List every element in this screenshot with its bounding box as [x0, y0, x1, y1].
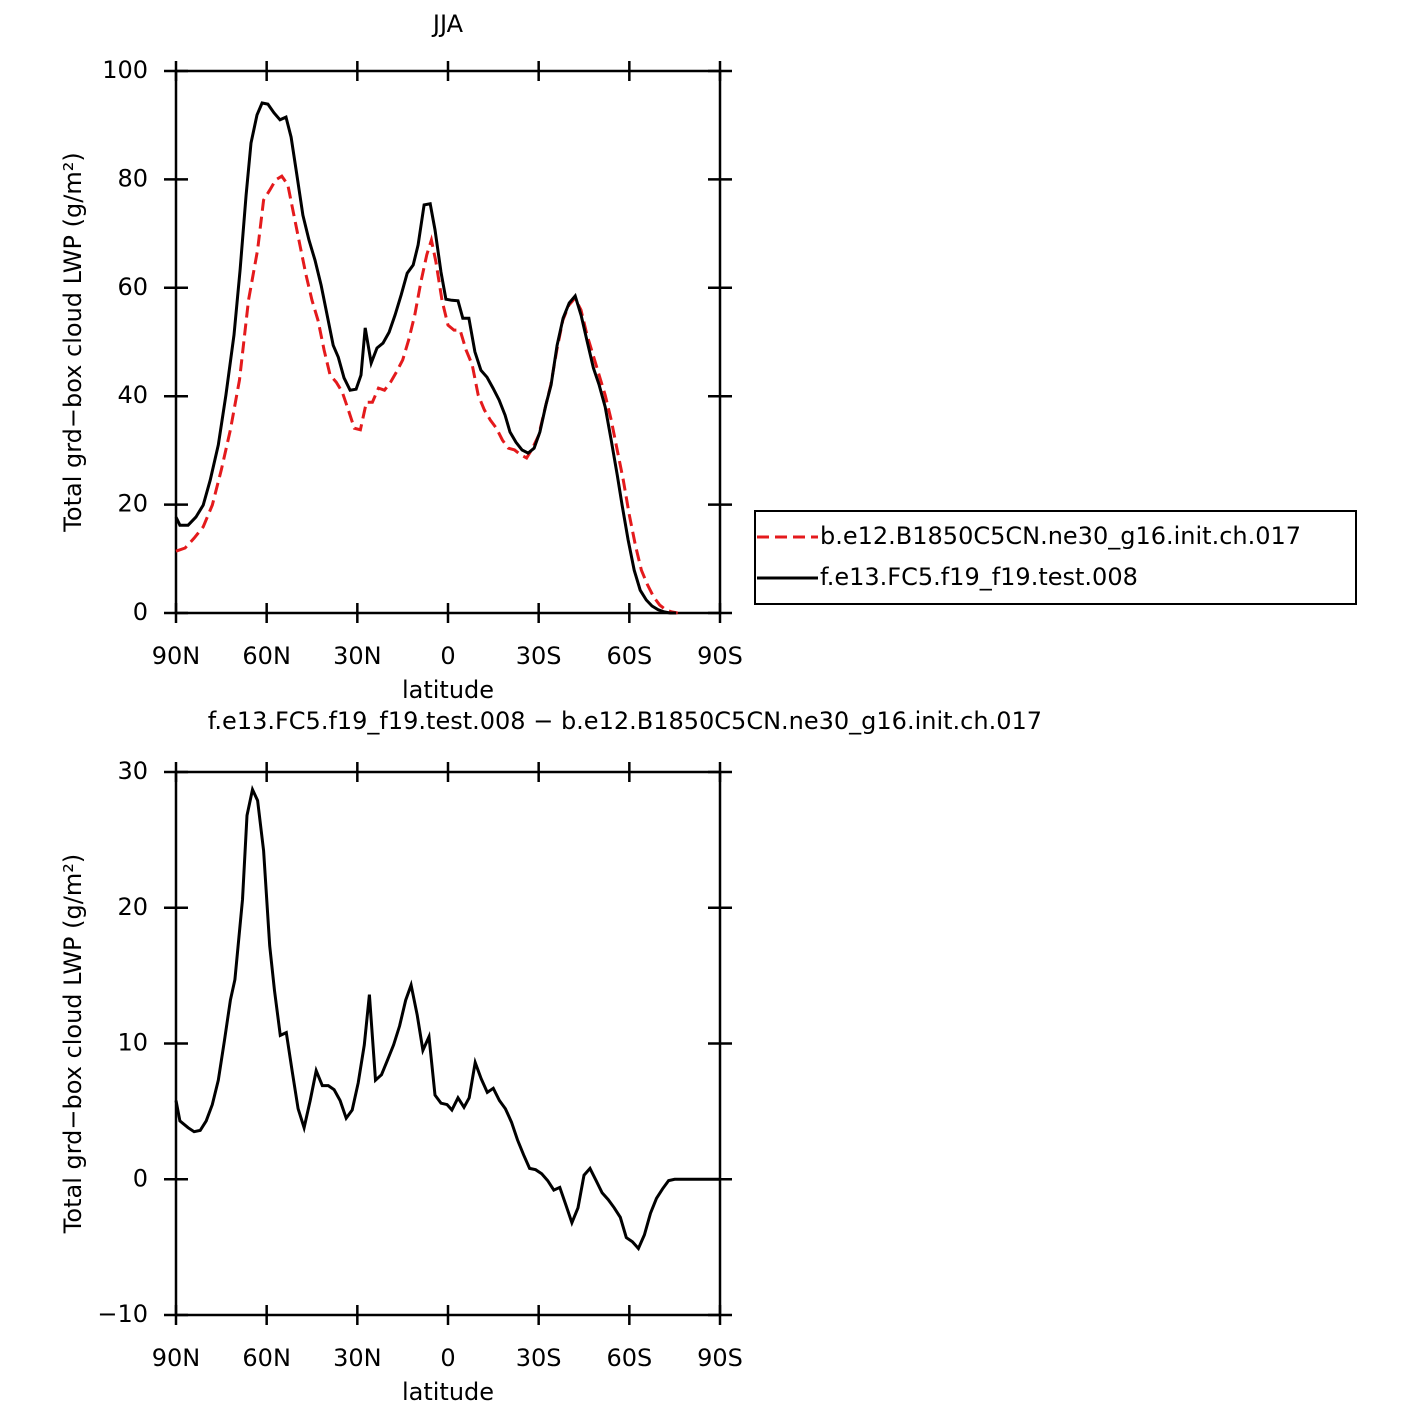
- y-tick-label: 20: [117, 893, 148, 921]
- legend-label: f.e13.FC5.f19_f19.test.008: [820, 563, 1138, 591]
- y-tick-label: 100: [102, 56, 148, 84]
- x-tick-label: 0: [440, 1344, 455, 1372]
- plot-frame: [174, 69, 722, 615]
- x-tick-label: 90S: [697, 642, 743, 670]
- chart-title: JJA: [431, 10, 464, 38]
- x-tick-label: 60S: [606, 1344, 652, 1372]
- y-axis-label: Total grd−box cloud LWP (g/m²): [59, 152, 87, 532]
- data-line: [174, 784, 720, 1252]
- y-tick-label: 0: [133, 598, 148, 626]
- x-tick-label: 60N: [242, 642, 291, 670]
- y-tick-label: 10: [117, 1029, 148, 1057]
- x-tick-label: 30N: [333, 642, 382, 670]
- x-tick-label: 60S: [606, 642, 652, 670]
- y-tick-label: −10: [97, 1300, 148, 1328]
- legend-box: [754, 510, 1357, 605]
- x-tick-label: 0: [440, 642, 455, 670]
- y-tick-label: 60: [117, 273, 148, 301]
- y-tick-label: 80: [117, 164, 148, 192]
- x-axis-label: latitude: [402, 676, 494, 704]
- data-line: [175, 174, 678, 615]
- y-axis-label: Total grd−box cloud LWP (g/m²): [59, 854, 87, 1234]
- x-tick-label: 30S: [516, 642, 562, 670]
- x-axis-label: latitude: [402, 1378, 494, 1406]
- legend-label: b.e12.B1850C5CN.ne30_g16.init.ch.017: [820, 522, 1301, 550]
- data-line: [174, 101, 677, 615]
- x-tick-label: 90N: [152, 642, 201, 670]
- chart-title: f.e13.FC5.f19_f19.test.008 − b.e12.B1850…: [208, 707, 1042, 735]
- y-tick-label: 0: [133, 1164, 148, 1192]
- plot-frame: [174, 770, 722, 1317]
- y-tick-label: 30: [117, 757, 148, 785]
- x-tick-label: 90S: [697, 1344, 743, 1372]
- y-tick-label: 40: [117, 381, 148, 409]
- x-tick-label: 30N: [333, 1344, 382, 1372]
- y-tick-label: 20: [117, 490, 148, 518]
- x-tick-label: 90N: [152, 1344, 201, 1372]
- x-tick-label: 30S: [516, 1344, 562, 1372]
- x-tick-label: 60N: [242, 1344, 291, 1372]
